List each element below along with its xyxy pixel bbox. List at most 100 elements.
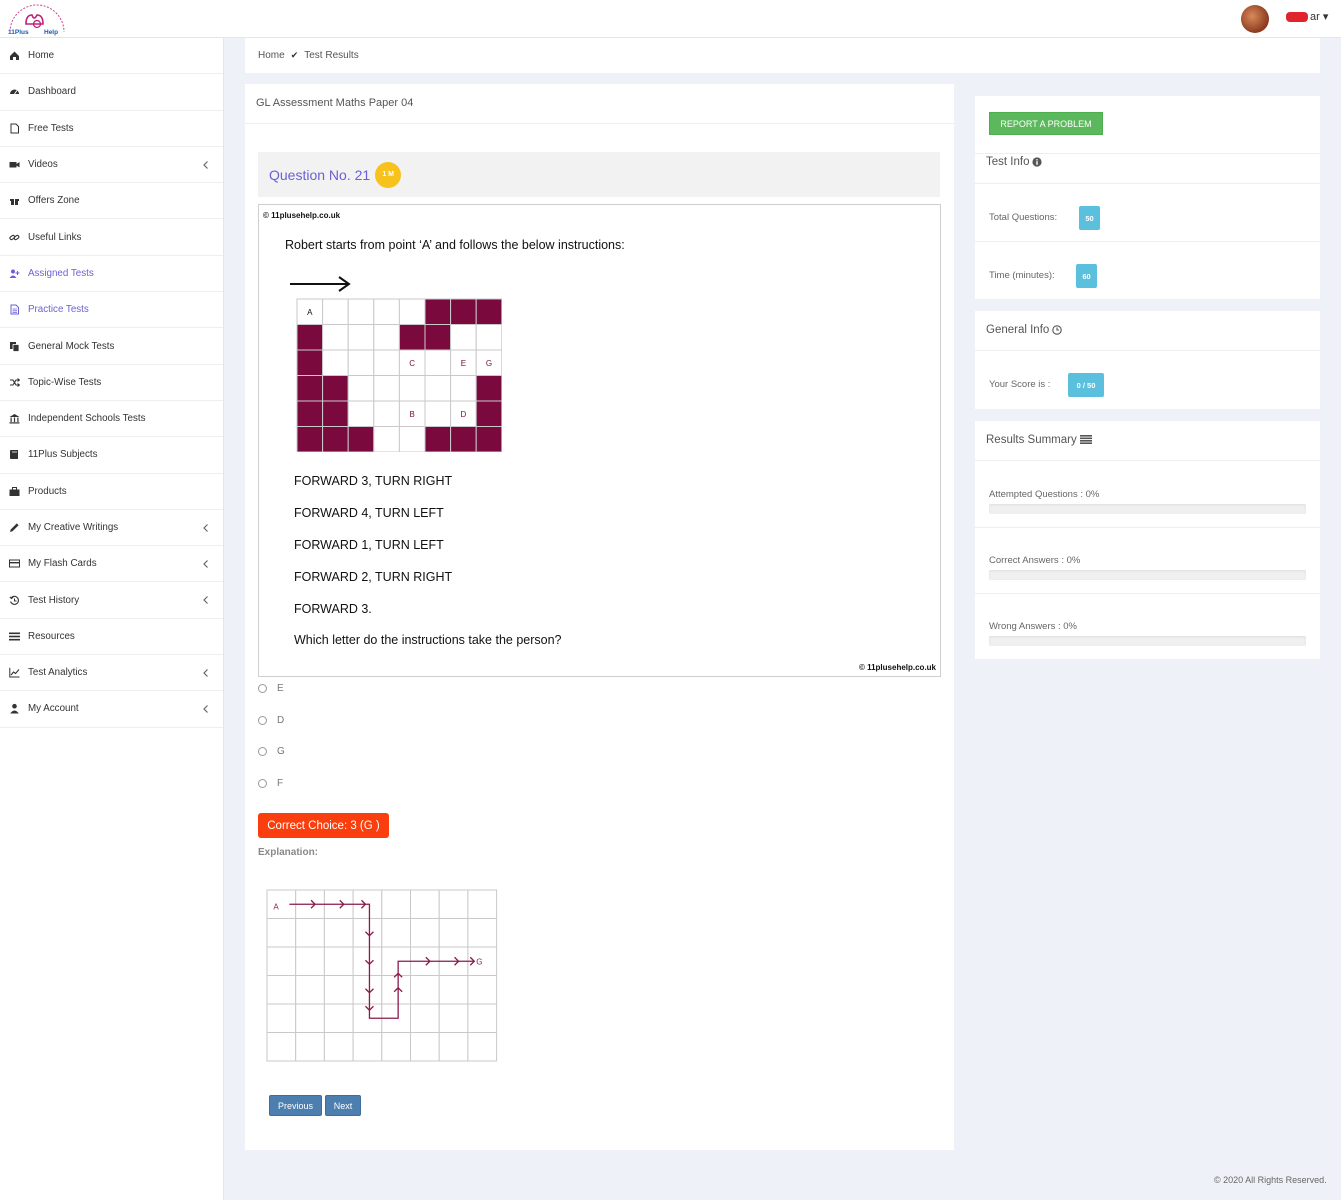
divider [245, 123, 954, 124]
sidebar-item-label: My Account [28, 703, 79, 715]
grid-cell [381, 1032, 412, 1062]
answer-option[interactable]: G [258, 746, 285, 757]
instruction-line: FORWARD 3. [294, 602, 372, 616]
grid-label-c: C [409, 359, 415, 368]
grid-cell [323, 946, 354, 976]
chevron-left-icon[interactable] [201, 668, 211, 678]
grid-cell [322, 400, 349, 427]
sidebar-item-dashboard[interactable]: Dashboard [0, 74, 223, 111]
user-menu[interactable]: ar ▾ [1286, 10, 1328, 23]
attempted-progress [989, 504, 1306, 514]
grid-cell [467, 1003, 498, 1033]
sidebar-item-11plus-subjects[interactable]: 11Plus Subjects [0, 437, 223, 474]
grid-cell [347, 426, 375, 452]
sidebar-item-free-tests[interactable]: Free Tests [0, 111, 223, 147]
maze-grid: A C E G B D [296, 298, 502, 452]
sidebar-item-label: Products [28, 485, 67, 497]
grid-cell [438, 889, 469, 919]
grid-cell [424, 426, 452, 452]
sidebar-item-practice-tests[interactable]: Practice Tests [0, 292, 223, 329]
divider [975, 241, 1320, 242]
sidebar-item-test-analytics[interactable]: Test Analytics [0, 655, 223, 692]
avatar[interactable] [1241, 5, 1269, 33]
grid-cell [438, 975, 469, 1005]
check-icon: ✔ [290, 50, 299, 60]
instruction-line: FORWARD 4, TURN LEFT [294, 506, 444, 520]
sidebar-item-my-flash-cards[interactable]: My Flash Cards [0, 546, 223, 583]
chevron-left-icon[interactable] [201, 160, 211, 170]
divider [975, 527, 1320, 528]
grid-cell [296, 375, 324, 402]
instruction-line: FORWARD 1, TURN LEFT [294, 538, 444, 552]
route-arrow [364, 988, 374, 994]
radio-button[interactable] [258, 778, 267, 788]
book-icon [9, 449, 20, 460]
next-button[interactable]: Next [325, 1095, 361, 1116]
explanation-diagram: AG [266, 889, 498, 1062]
breadcrumb-current: Test Results [304, 50, 359, 61]
chevron-left-icon[interactable] [201, 523, 211, 533]
grid-cell [373, 375, 400, 402]
grid-label-b: B [410, 410, 415, 419]
sidebar-item-resources[interactable]: Resources [0, 619, 223, 656]
sidebar-item-my-creative-writings[interactable]: My Creative Writings [0, 510, 223, 547]
grid-cell [398, 349, 426, 376]
clock-icon [1052, 325, 1063, 335]
sidebar-item-products[interactable]: Products [0, 474, 223, 510]
history-icon [9, 595, 20, 606]
sidebar-item-label: Assigned Tests [28, 267, 94, 279]
sidebar-item-topic-wise-tests[interactable]: Topic-Wise Tests [0, 365, 223, 401]
radio-button[interactable] [258, 684, 267, 693]
results-summary-title-text: Results Summary [986, 434, 1077, 446]
chevron-left-icon[interactable] [201, 595, 211, 605]
previous-button[interactable]: Previous [269, 1095, 322, 1116]
marks-badge: 1 M [375, 161, 402, 188]
grid-cell [475, 375, 502, 402]
grid-cell [266, 946, 297, 976]
sidebar-item-test-history[interactable]: Test History [0, 582, 223, 619]
correct-choice-badge: Correct Choice: 3 (G ) [258, 813, 389, 838]
route-arrow [469, 956, 476, 966]
route-path [289, 903, 475, 1019]
paper-title: GL Assessment Maths Paper 04 [256, 97, 414, 109]
wrong-label: Wrong Answers : 0% [989, 621, 1078, 632]
report-problem-button[interactable]: REPORT A PROBLEM [989, 112, 1103, 135]
question-prompt: Which letter do the instructions take th… [294, 633, 562, 647]
grid-cell [352, 1032, 383, 1062]
brand-logo[interactable]: 11Plus Help [4, 2, 70, 39]
copy-icon [9, 341, 20, 352]
sidebar-item-assigned-tests[interactable]: Assigned Tests [0, 256, 223, 293]
chevron-left-icon[interactable] [201, 704, 211, 714]
route-arrow [364, 1005, 374, 1012]
sidebar-item-useful-links[interactable]: Useful Links [0, 219, 223, 256]
grid-cell [347, 298, 375, 325]
chevron-left-icon[interactable] [201, 559, 211, 569]
answer-option[interactable]: E [258, 683, 284, 694]
question-card: GL Assessment Maths Paper 04 Question No… [245, 84, 954, 1150]
grid-cell [347, 324, 375, 351]
sidebar-item-offers-zone[interactable]: Offers Zone [0, 183, 223, 220]
sidebar-item-label: Independent Schools Tests [28, 413, 146, 425]
sidebar-item-independent-schools-tests[interactable]: Independent Schools Tests [0, 401, 223, 438]
sidebar-item-label: Free Tests [28, 122, 74, 134]
radio-button[interactable] [258, 715, 267, 725]
sidebar-item-videos[interactable]: Videos [0, 147, 223, 184]
explanation-label: Explanation: [258, 847, 319, 858]
grid-cell [450, 426, 477, 452]
sidebar-item-home[interactable]: Home [0, 38, 223, 75]
radio-button[interactable] [258, 747, 267, 756]
grid-cell [398, 298, 426, 325]
user-icon [9, 703, 20, 714]
sidebar-item-general-mock-tests[interactable]: General Mock Tests [0, 328, 223, 365]
sidebar-item-label: Useful Links [28, 231, 82, 243]
answer-option[interactable]: F [258, 778, 283, 789]
breadcrumb-home[interactable]: Home [258, 50, 285, 61]
video-icon [9, 159, 20, 170]
top-bar: 11Plus Help ar ▾ [0, 0, 1341, 38]
copyright-bottom: © 11plusehelp.co.uk [858, 663, 936, 672]
grid-cell [266, 918, 297, 948]
option-label: E [277, 683, 284, 694]
answer-option[interactable]: D [258, 715, 284, 726]
sidebar-item-my-account[interactable]: My Account [0, 691, 223, 728]
user-name: ar [1310, 11, 1320, 23]
